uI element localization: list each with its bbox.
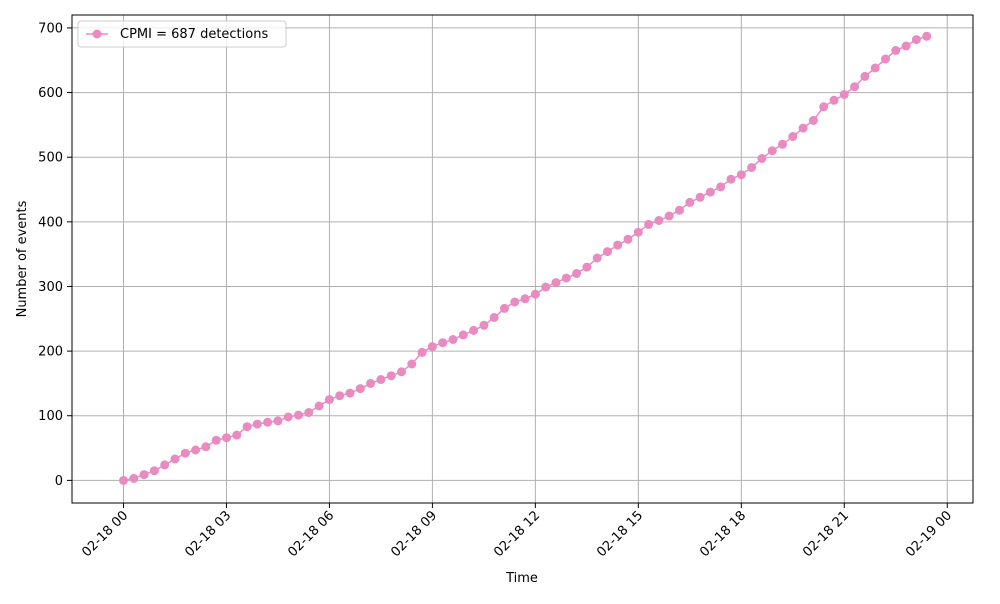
- data-point: [726, 174, 736, 184]
- y-tick-label: 300: [38, 280, 63, 295]
- y-tick-label: 600: [38, 86, 63, 101]
- y-tick-label: 500: [38, 151, 63, 166]
- data-point: [592, 253, 602, 263]
- data-point: [572, 269, 582, 278]
- data-point: [778, 139, 787, 149]
- data-point: [160, 460, 170, 470]
- y-tick-label: 700: [38, 21, 63, 36]
- data-point: [283, 412, 293, 422]
- data-point: [911, 35, 921, 45]
- data-point: [366, 378, 376, 388]
- data-point: [829, 95, 839, 105]
- data-point: [551, 278, 561, 288]
- data-point: [541, 282, 551, 292]
- data-point: [469, 325, 479, 335]
- data-point: [685, 197, 695, 207]
- data-point: [891, 46, 901, 55]
- legend-box: [77, 20, 287, 48]
- data-point: [860, 71, 870, 81]
- data-point: [808, 115, 818, 125]
- data-point: [252, 419, 262, 429]
- data-point: [407, 359, 417, 369]
- legend-marker-swatch: [92, 29, 102, 39]
- data-point: [427, 342, 437, 352]
- data-point: [798, 123, 808, 133]
- data-point: [149, 466, 159, 476]
- data-point: [644, 219, 654, 229]
- data-point: [170, 454, 180, 464]
- data-point: [201, 442, 211, 452]
- legend-entry-label: CPMI = 687 detections: [120, 27, 268, 42]
- data-point: [747, 163, 757, 172]
- data-point: [675, 205, 684, 215]
- y-axis-label: Number of events: [15, 200, 30, 317]
- data-point: [417, 347, 427, 357]
- data-point: [448, 335, 458, 344]
- data-point: [458, 330, 468, 340]
- data-point: [139, 470, 149, 480]
- data-point: [489, 313, 499, 322]
- data-point: [520, 294, 530, 304]
- data-point: [736, 170, 746, 180]
- data-point: [232, 430, 242, 440]
- data-point: [561, 273, 571, 283]
- data-point: [500, 303, 509, 313]
- data-point: [901, 41, 911, 51]
- data-point: [870, 63, 880, 73]
- data-point: [530, 289, 540, 299]
- data-point: [242, 422, 252, 432]
- y-tick-label: 200: [38, 345, 63, 360]
- data-point: [582, 262, 592, 272]
- data-point: [705, 187, 715, 197]
- data-point: [654, 216, 664, 225]
- data-point: [881, 54, 890, 64]
- x-axis-label: Time: [505, 571, 538, 586]
- y-axis-ticks: 0 100 200 300 400 500 600 700: [38, 21, 72, 489]
- data-point: [767, 146, 777, 156]
- data-point: [603, 247, 612, 257]
- data-point: [345, 388, 355, 398]
- data-point: [788, 132, 798, 141]
- data-point: [819, 102, 829, 112]
- data-point: [355, 384, 365, 394]
- y-tick-label: 400: [38, 215, 63, 230]
- series: [119, 31, 932, 485]
- data-point: [922, 31, 932, 41]
- data-point: [397, 367, 406, 377]
- data-point: [716, 182, 726, 192]
- data-point: [376, 375, 386, 384]
- legend: CPMI = 687 detections: [77, 20, 287, 48]
- data-point: [335, 391, 345, 401]
- data-point: [386, 371, 396, 381]
- data-point: [304, 408, 314, 417]
- data-point: [623, 234, 633, 244]
- data-point: [479, 320, 489, 330]
- data-point: [839, 90, 849, 99]
- data-point: [294, 410, 303, 420]
- data-point: [510, 297, 520, 307]
- data-point: [664, 211, 674, 221]
- data-point: [633, 227, 643, 237]
- y-tick-label: 0: [55, 474, 63, 489]
- data-point: [180, 448, 190, 458]
- data-point: [324, 395, 334, 405]
- y-tick-label: 100: [38, 409, 63, 424]
- data-point: [850, 82, 860, 92]
- data-point: [119, 475, 128, 485]
- data-point: [211, 435, 221, 445]
- data-point: [438, 338, 448, 348]
- data-point: [273, 416, 283, 426]
- data-point: [263, 417, 273, 427]
- data-point: [613, 240, 623, 250]
- series-layer: [119, 31, 932, 485]
- data-point: [695, 192, 705, 202]
- data-point: [191, 445, 201, 455]
- plot-frame: [71, 14, 974, 504]
- data-point: [757, 154, 767, 163]
- data-point: [222, 433, 231, 443]
- data-point: [129, 473, 139, 483]
- data-point: [314, 401, 324, 411]
